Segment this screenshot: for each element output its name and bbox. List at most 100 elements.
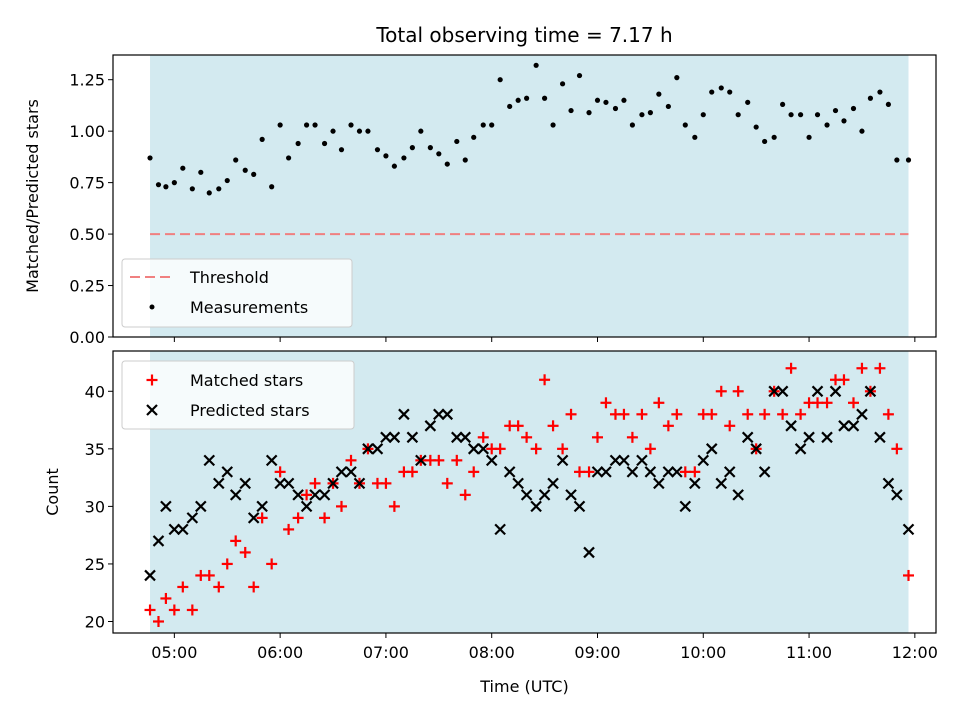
predicted-star-point bbox=[239, 477, 252, 490]
predicted-star-point bbox=[785, 420, 797, 432]
measurement-point bbox=[692, 134, 698, 140]
predicted-star-point bbox=[300, 500, 313, 513]
top-y-tick-label: 1.25 bbox=[69, 71, 105, 90]
legend-predicted-label: Predicted stars bbox=[190, 401, 310, 420]
predicted-star-point bbox=[485, 454, 498, 467]
top-y-tick-label: 0.25 bbox=[69, 277, 105, 296]
matched-star-point bbox=[468, 466, 480, 478]
matched-star-point bbox=[565, 408, 577, 420]
measurement-point bbox=[780, 101, 786, 108]
measurement-point bbox=[277, 122, 283, 128]
predicted-star-point bbox=[662, 466, 675, 478]
matched-star-point bbox=[600, 397, 612, 409]
matched-star-point bbox=[203, 569, 215, 581]
measurement-point bbox=[365, 128, 371, 134]
predicted-star-point bbox=[168, 523, 181, 536]
predicted-star-point bbox=[451, 431, 463, 444]
legend-predicted-swatch bbox=[146, 404, 158, 416]
predicted-star-point bbox=[467, 443, 480, 455]
predicted-star-point bbox=[144, 569, 156, 582]
legend-matched-label: Matched stars bbox=[190, 371, 303, 390]
bottom-y-tick-label: 20 bbox=[85, 612, 105, 631]
predicted-star-point bbox=[503, 466, 516, 478]
predicted-star-point bbox=[864, 385, 877, 398]
measurement-point bbox=[788, 112, 794, 118]
matched-star-point bbox=[433, 454, 445, 466]
legend-measurements-label: Measurements bbox=[190, 298, 308, 317]
legend-threshold-label: Threshold bbox=[189, 268, 269, 287]
matched-star-point bbox=[309, 477, 321, 489]
measurement-point bbox=[806, 134, 812, 140]
measurement-point bbox=[462, 157, 468, 163]
measurement-point bbox=[216, 186, 222, 192]
predicted-star-point bbox=[229, 489, 242, 501]
matched-star-point bbox=[679, 466, 691, 478]
predicted-star-point bbox=[829, 385, 842, 398]
matched-star-point bbox=[626, 431, 638, 443]
measurement-point bbox=[189, 186, 195, 192]
matched-star-point bbox=[574, 466, 586, 478]
matched-star-point bbox=[795, 408, 807, 420]
predicted-star-point bbox=[371, 443, 384, 455]
measurement-point bbox=[559, 81, 566, 87]
matched-star-point bbox=[441, 477, 453, 489]
predicted-star-point bbox=[520, 489, 533, 501]
top-panel: 0.00 0.25 0.50 0.75 1.00 1.25 Total observing… bbox=[23, 23, 937, 347]
measurement-point bbox=[147, 155, 153, 161]
predicted-star-point bbox=[750, 443, 762, 455]
predicted-star-point bbox=[821, 431, 833, 444]
matched-star-point bbox=[715, 385, 727, 397]
matched-star-point bbox=[636, 408, 648, 420]
matched-star-point bbox=[221, 558, 233, 570]
matched-star-point bbox=[856, 362, 868, 374]
predicted-star-point bbox=[292, 489, 304, 501]
measurement-point bbox=[224, 177, 230, 184]
predicted-star-point bbox=[186, 512, 199, 524]
matched-star-point bbox=[494, 443, 506, 455]
matched-star-point bbox=[644, 443, 656, 455]
measurement-point bbox=[163, 184, 169, 190]
matched-star-point bbox=[671, 408, 683, 420]
legend-measurements-swatch bbox=[149, 304, 155, 310]
bottom-x-tick-label: 09:00 bbox=[574, 643, 620, 662]
predicted-star-point bbox=[353, 477, 366, 490]
matched-star-point bbox=[785, 362, 797, 374]
matched-star-point bbox=[345, 454, 357, 466]
measurement-point bbox=[718, 85, 724, 91]
predicted-star-point bbox=[362, 443, 374, 455]
predicted-star-point bbox=[152, 535, 165, 547]
measurement-point bbox=[586, 110, 592, 116]
bottom-x-tick-label: 10:00 bbox=[680, 643, 726, 662]
matched-star-point bbox=[177, 581, 189, 593]
predicted-star-point bbox=[177, 523, 189, 536]
top-y-axis-label: Matched/Predicted stars bbox=[23, 99, 42, 293]
matched-star-point bbox=[160, 592, 172, 604]
measurement-point bbox=[454, 138, 460, 145]
measurement-point bbox=[171, 180, 177, 186]
measurement-point bbox=[885, 101, 891, 108]
predicted-star-point bbox=[891, 489, 903, 501]
matched-star-point bbox=[724, 420, 736, 432]
measurement-point bbox=[639, 112, 645, 118]
predicted-star-point bbox=[723, 466, 736, 478]
measurement-point bbox=[330, 128, 336, 134]
predicted-star-point bbox=[741, 431, 754, 444]
predicted-star-point bbox=[433, 408, 445, 421]
measurement-point bbox=[374, 147, 381, 153]
predicted-star-point bbox=[406, 431, 419, 444]
predicted-star-point bbox=[256, 500, 268, 513]
top-legend: Threshold Measurements bbox=[121, 258, 353, 328]
matched-star-point bbox=[477, 431, 489, 443]
predicted-star-point bbox=[715, 477, 728, 490]
matched-star-point bbox=[256, 512, 268, 524]
predicted-star-point bbox=[671, 466, 683, 478]
predicted-star-point bbox=[776, 385, 789, 398]
measurement-point bbox=[286, 155, 292, 161]
measurement-point bbox=[735, 112, 741, 118]
predicted-star-point bbox=[583, 546, 595, 559]
predicted-star-point bbox=[327, 477, 339, 490]
bottom-x-ticks: 05:00 06:00 07:00 08:00 09:00 10:00 11:00 12:00 bbox=[151, 633, 938, 662]
predicted-star-point bbox=[573, 500, 586, 513]
measurement-point bbox=[409, 145, 415, 151]
measurement-point bbox=[471, 134, 477, 140]
